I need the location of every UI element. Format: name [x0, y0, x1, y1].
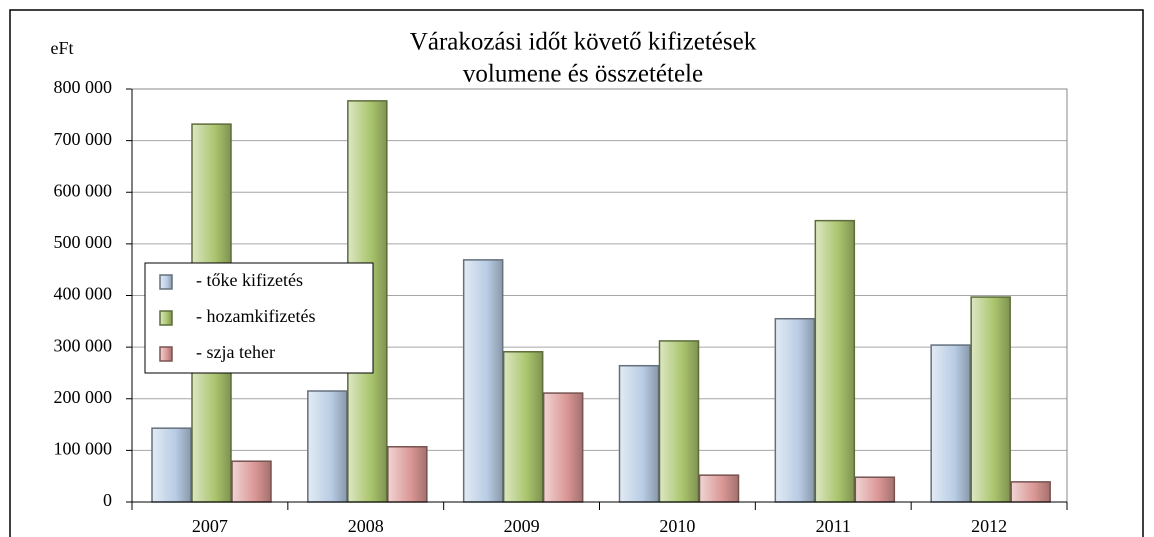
- bar: [231, 460, 272, 503]
- x-tick-label: 2009: [504, 516, 540, 536]
- bar: [658, 340, 700, 503]
- legend-label: - szja teher: [196, 342, 275, 362]
- bar: [618, 364, 660, 503]
- y-tick-label: 700 000: [54, 129, 113, 149]
- bar: [542, 392, 584, 503]
- y-tick-label: 0: [103, 490, 112, 510]
- x-tick-label: 2007: [192, 516, 228, 536]
- y-tick-label: 300 000: [54, 335, 113, 355]
- bar: [774, 317, 816, 503]
- chart-title: Várakozási időt követő kifizetések: [410, 29, 757, 56]
- chart-title: volumene és összetétele: [463, 61, 703, 88]
- y-tick-label: 100 000: [54, 439, 113, 459]
- y-tick-label: 400 000: [54, 284, 113, 304]
- y-tick-label: 500 000: [54, 232, 113, 252]
- legend-swatch: [159, 346, 173, 362]
- x-tick-label: 2012: [971, 516, 1007, 536]
- legend-label: - tőke kifizetés: [196, 270, 303, 290]
- bar: [307, 390, 348, 503]
- legend-swatch: [159, 274, 173, 290]
- y-tick-label: 800 000: [54, 77, 113, 97]
- legend-label: - hozamkifizetés: [196, 306, 315, 326]
- y-tick-label: 200 000: [54, 387, 113, 407]
- bar: [1010, 481, 1051, 503]
- bar: [930, 344, 971, 503]
- x-tick-label: 2010: [659, 516, 695, 536]
- bar: [502, 351, 544, 503]
- bar: [698, 474, 740, 503]
- bar: [854, 476, 896, 503]
- legend-swatch: [159, 310, 173, 326]
- bar: [814, 219, 856, 503]
- legend-box: [144, 262, 374, 374]
- y-tick-label: 600 000: [54, 180, 113, 200]
- bar: [462, 259, 504, 503]
- bar: [387, 446, 428, 503]
- x-tick-label: 2008: [348, 516, 384, 536]
- bar: [970, 296, 1011, 503]
- bar: [151, 427, 192, 503]
- y-axis-label: eFt: [50, 38, 73, 58]
- x-tick-label: 2011: [816, 516, 851, 536]
